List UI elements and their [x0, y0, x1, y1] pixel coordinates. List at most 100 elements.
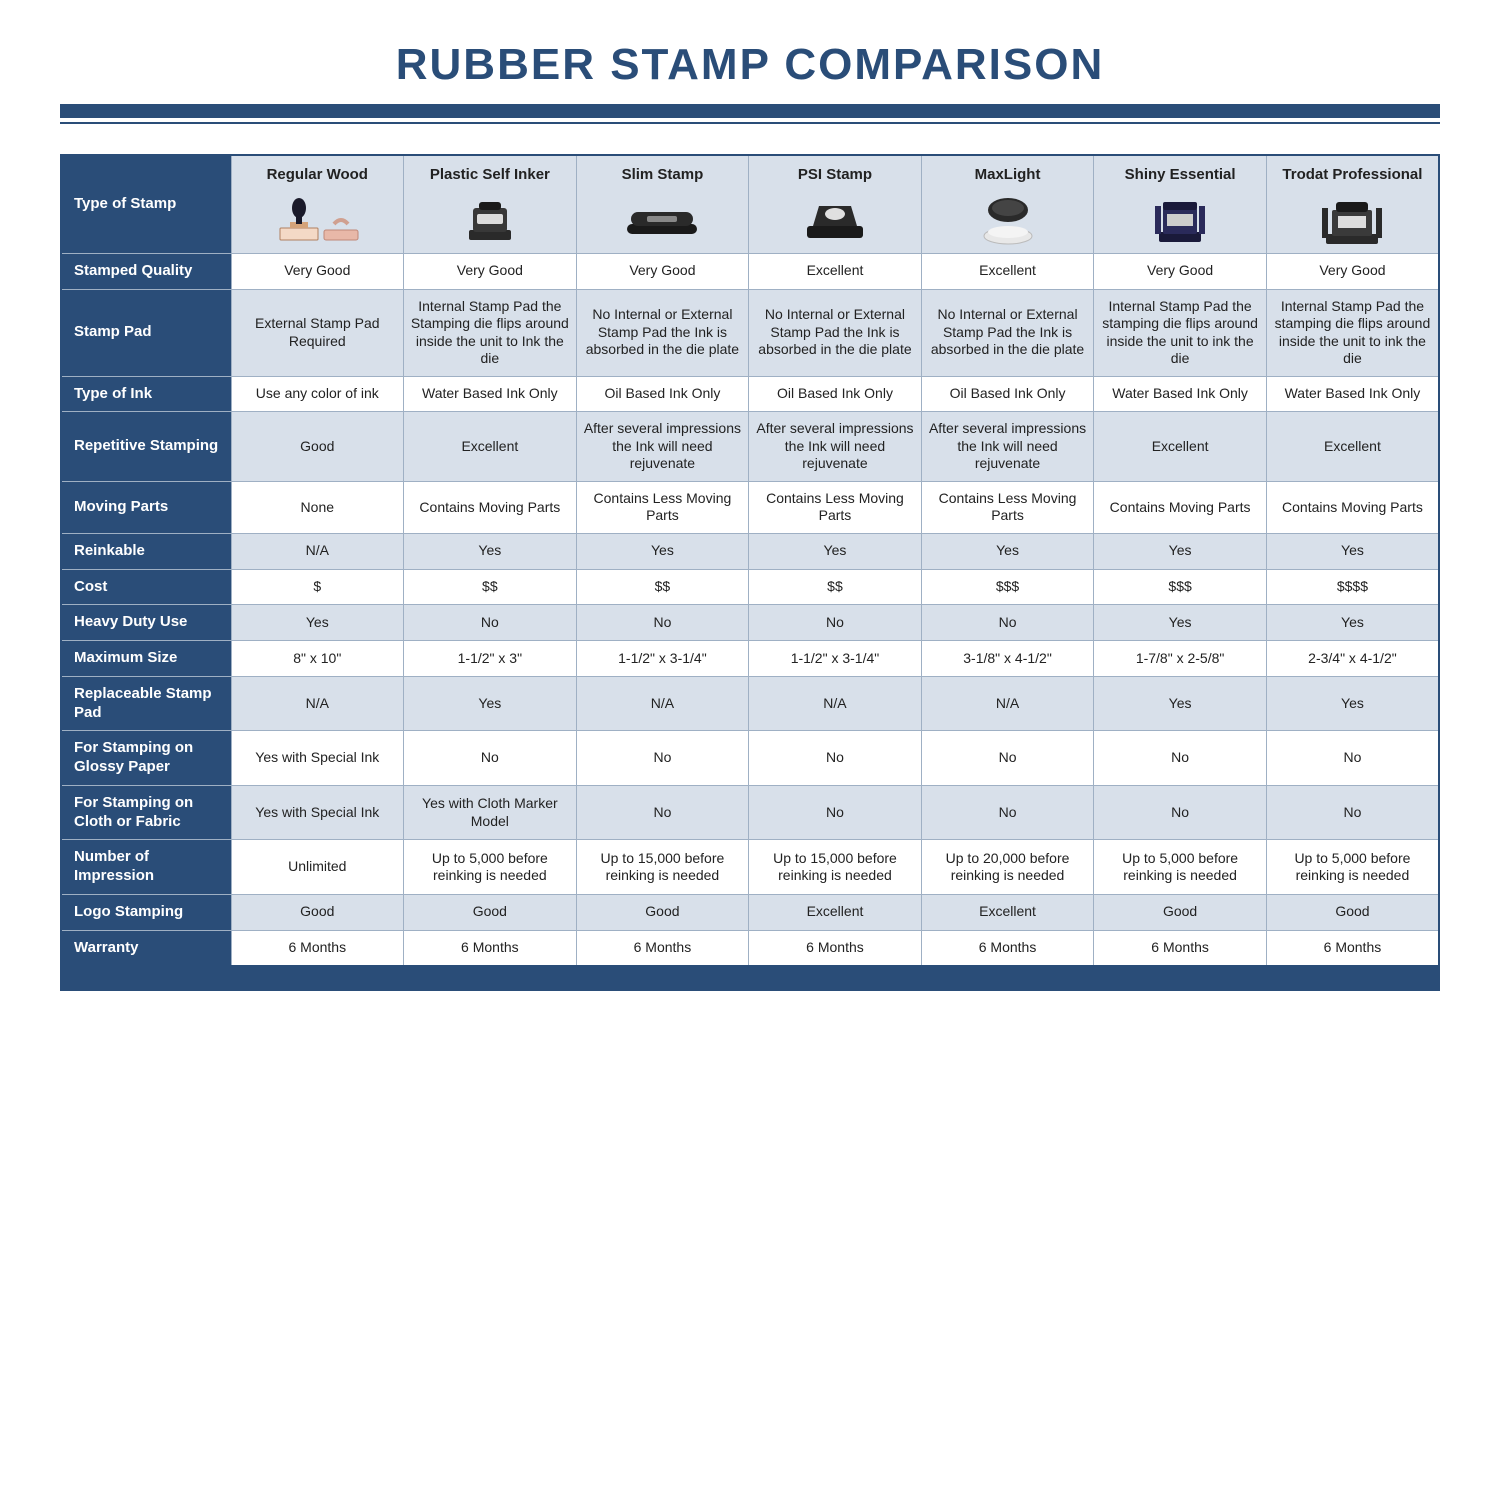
cell: No: [576, 785, 749, 840]
cell: Excellent: [749, 253, 922, 289]
cell: Yes: [404, 533, 577, 569]
cell: Internal Stamp Pad the Stamping die flip…: [404, 289, 577, 376]
cell: 8" x 10": [231, 641, 404, 677]
table-row: For Stamping on Glossy PaperYes with Spe…: [61, 731, 1439, 786]
cell: Yes: [749, 533, 922, 569]
table-row: ReinkableN/AYesYesYesYesYesYes: [61, 533, 1439, 569]
table-row: Replaceable Stamp PadN/AYesN/AN/AN/AYesY…: [61, 676, 1439, 731]
trodat-professional-icon: [1273, 191, 1432, 247]
row-label: Replaceable Stamp Pad: [61, 676, 231, 731]
cell: 6 Months: [1266, 930, 1439, 966]
col-label: Slim Stamp: [583, 166, 743, 185]
cell: After several impressions the Ink will n…: [576, 412, 749, 482]
cell: Yes: [1094, 605, 1267, 641]
cell: N/A: [231, 533, 404, 569]
cell: Oil Based Ink Only: [576, 376, 749, 412]
cell: Water Based Ink Only: [404, 376, 577, 412]
comparison-table: Type of Stamp Regular Wood Plastic Self …: [60, 154, 1440, 967]
cell: N/A: [231, 676, 404, 731]
row-label: Number of Impression: [61, 840, 231, 895]
cell: 6 Months: [576, 930, 749, 966]
cell: No: [1094, 731, 1267, 786]
cell: Excellent: [921, 894, 1094, 930]
table-row: Repetitive StampingGoodExcellentAfter se…: [61, 412, 1439, 482]
cell: Yes: [1094, 676, 1267, 731]
cell: After several impressions the Ink will n…: [749, 412, 922, 482]
cell: Excellent: [1266, 412, 1439, 482]
cell: $$$: [1094, 569, 1267, 605]
footer-bar: [60, 967, 1440, 991]
cell: 6 Months: [749, 930, 922, 966]
cell: $$: [404, 569, 577, 605]
table-row: Stamp PadExternal Stamp Pad RequiredInte…: [61, 289, 1439, 376]
cell: Use any color of ink: [231, 376, 404, 412]
col-label: Trodat Professional: [1273, 166, 1432, 185]
cell: No: [921, 785, 1094, 840]
cell: No: [1094, 785, 1267, 840]
cell: Yes with Special Ink: [231, 731, 404, 786]
table-row: Number of ImpressionUnlimitedUp to 5,000…: [61, 840, 1439, 895]
table-row: Maximum Size8" x 10"1-1/2" x 3"1-1/2" x …: [61, 641, 1439, 677]
cell: Up to 5,000 before reinking is needed: [1094, 840, 1267, 895]
cell: Good: [1094, 894, 1267, 930]
cell: No Internal or External Stamp Pad the In…: [921, 289, 1094, 376]
cell: No: [921, 731, 1094, 786]
cell: Contains Less Moving Parts: [749, 481, 922, 533]
cell: No: [576, 731, 749, 786]
divider-thick: [60, 104, 1440, 118]
cell: Yes: [404, 676, 577, 731]
cell: No: [921, 605, 1094, 641]
row-label: Stamp Pad: [61, 289, 231, 376]
cell: Up to 20,000 before reinking is needed: [921, 840, 1094, 895]
cell: No: [576, 605, 749, 641]
cell: $$: [749, 569, 922, 605]
cell: Up to 5,000 before reinking is needed: [1266, 840, 1439, 895]
cell: Yes: [1266, 533, 1439, 569]
row-label: Heavy Duty Use: [61, 605, 231, 641]
row-label-type: Type of Stamp: [61, 155, 231, 253]
cell: N/A: [749, 676, 922, 731]
wood-stamp-icon: [238, 191, 398, 247]
col-label: Shiny Essential: [1100, 166, 1260, 185]
cell: Good: [576, 894, 749, 930]
cell: $$$$: [1266, 569, 1439, 605]
row-label: For Stamping on Glossy Paper: [61, 731, 231, 786]
cell: Excellent: [404, 412, 577, 482]
cell: No: [404, 605, 577, 641]
row-label: Repetitive Stamping: [61, 412, 231, 482]
table-row: Logo StampingGoodGoodGoodExcellentExcell…: [61, 894, 1439, 930]
cell: Contains Less Moving Parts: [921, 481, 1094, 533]
col-head-4: MaxLight: [921, 155, 1094, 253]
col-label: Plastic Self Inker: [410, 166, 570, 185]
self-inker-icon: [410, 191, 570, 247]
cell: No Internal or External Stamp Pad the In…: [576, 289, 749, 376]
cell: Up to 5,000 before reinking is needed: [404, 840, 577, 895]
col-label: PSI Stamp: [755, 166, 915, 185]
cell: $$: [576, 569, 749, 605]
cell: Good: [231, 894, 404, 930]
col-head-5: Shiny Essential: [1094, 155, 1267, 253]
cell: Yes with Special Ink: [231, 785, 404, 840]
cell: After several impressions the Ink will n…: [921, 412, 1094, 482]
table-body: Stamped QualityVery GoodVery GoodVery Go…: [61, 253, 1439, 966]
cell: None: [231, 481, 404, 533]
shiny-essential-icon: [1100, 191, 1260, 247]
cell: Up to 15,000 before reinking is needed: [576, 840, 749, 895]
cell: No: [1266, 731, 1439, 786]
col-label: Regular Wood: [238, 166, 398, 185]
table-row: Type of InkUse any color of inkWater Bas…: [61, 376, 1439, 412]
table-row: For Stamping on Cloth or FabricYes with …: [61, 785, 1439, 840]
col-head-1: Plastic Self Inker: [404, 155, 577, 253]
cell: Good: [231, 412, 404, 482]
cell: Water Based Ink Only: [1266, 376, 1439, 412]
cell: Yes: [231, 605, 404, 641]
cell: 1-7/8" x 2-5/8": [1094, 641, 1267, 677]
cell: Excellent: [921, 253, 1094, 289]
cell: Yes: [576, 533, 749, 569]
cell: Up to 15,000 before reinking is needed: [749, 840, 922, 895]
cell: N/A: [921, 676, 1094, 731]
cell: Very Good: [231, 253, 404, 289]
table-row: Warranty6 Months6 Months6 Months6 Months…: [61, 930, 1439, 966]
cell: 6 Months: [1094, 930, 1267, 966]
cell: 1-1/2" x 3-1/4": [749, 641, 922, 677]
